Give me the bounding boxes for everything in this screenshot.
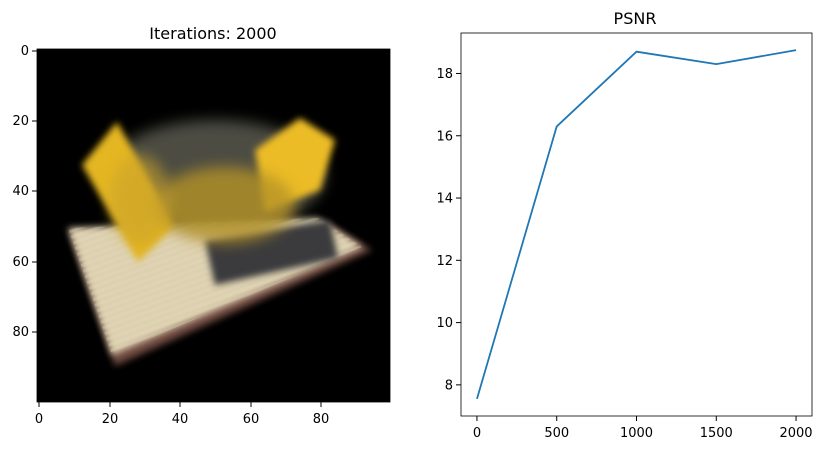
psnr-x-tick-label: 1500 [700, 426, 733, 441]
image-panel: Iterations: 2000 [12, 24, 391, 427]
image-y-tick: 60 [12, 255, 37, 270]
image-y-tick-label: 80 [12, 325, 29, 340]
psnr-y-tick: 18 [436, 67, 461, 82]
rendered-image [36, 48, 391, 403]
image-x-tick-label: 40 [172, 412, 189, 427]
psnr-x-tick: 0 [473, 416, 481, 441]
image-y-tick-label: 0 [21, 44, 29, 59]
psnr-x-tick: 500 [544, 416, 569, 441]
image-x-tick-label: 80 [313, 412, 330, 427]
psnr-y-tick: 16 [436, 129, 461, 144]
image-x-tick: 60 [243, 402, 260, 427]
psnr-x-axis: 0 500 1000 1500 2000 [473, 416, 813, 441]
psnr-y-tick: 12 [436, 254, 461, 269]
image-y-tick: 80 [12, 325, 37, 340]
image-x-tick: 40 [172, 402, 189, 427]
psnr-x-tick-label: 2000 [779, 426, 812, 441]
image-y-tick: 20 [12, 114, 37, 129]
psnr-x-tick-label: 500 [544, 426, 569, 441]
image-y-tick-label: 60 [12, 255, 29, 270]
psnr-y-tick-label: 10 [436, 316, 453, 331]
psnr-y-tick-label: 8 [445, 378, 453, 393]
image-y-axis: 0 20 40 60 80 [12, 44, 37, 340]
psnr-series [476, 49, 797, 400]
image-x-tick: 0 [35, 402, 43, 427]
psnr-x-tick: 1500 [700, 416, 733, 441]
psnr-y-tick-label: 12 [436, 254, 453, 269]
psnr-x-tick-label: 1000 [620, 426, 653, 441]
image-title: Iterations: 2000 [149, 24, 276, 43]
plot-frame [460, 32, 813, 417]
psnr-y-tick-label: 16 [436, 129, 453, 144]
image-x-tick: 80 [313, 402, 330, 427]
image-y-tick-label: 40 [12, 184, 29, 199]
image-x-tick: 20 [102, 402, 119, 427]
psnr-y-tick-label: 18 [436, 67, 453, 82]
psnr-y-tick: 14 [436, 192, 461, 207]
psnr-title: PSNR [614, 9, 657, 28]
psnr-x-tick-label: 0 [473, 426, 481, 441]
psnr-series-line [476, 49, 797, 400]
image-y-tick-label: 20 [12, 114, 29, 129]
psnr-x-tick: 1000 [620, 416, 653, 441]
image-x-axis: 0 20 40 60 80 [35, 402, 329, 427]
image-x-tick-label: 0 [35, 412, 43, 427]
image-y-tick: 0 [21, 44, 37, 59]
psnr-x-tick: 2000 [779, 416, 813, 441]
psnr-panel: PSNR 0 500 1000 1500 2000 8 10 12 14 16 18 [436, 9, 812, 441]
psnr-y-tick: 10 [436, 316, 461, 331]
psnr-y-axis: 8 10 12 14 16 18 [436, 67, 461, 393]
image-x-tick-label: 20 [102, 412, 119, 427]
image-x-tick-label: 60 [243, 412, 260, 427]
image-y-tick: 40 [12, 184, 37, 199]
psnr-y-tick: 8 [445, 378, 461, 393]
psnr-y-tick-label: 14 [436, 192, 453, 207]
